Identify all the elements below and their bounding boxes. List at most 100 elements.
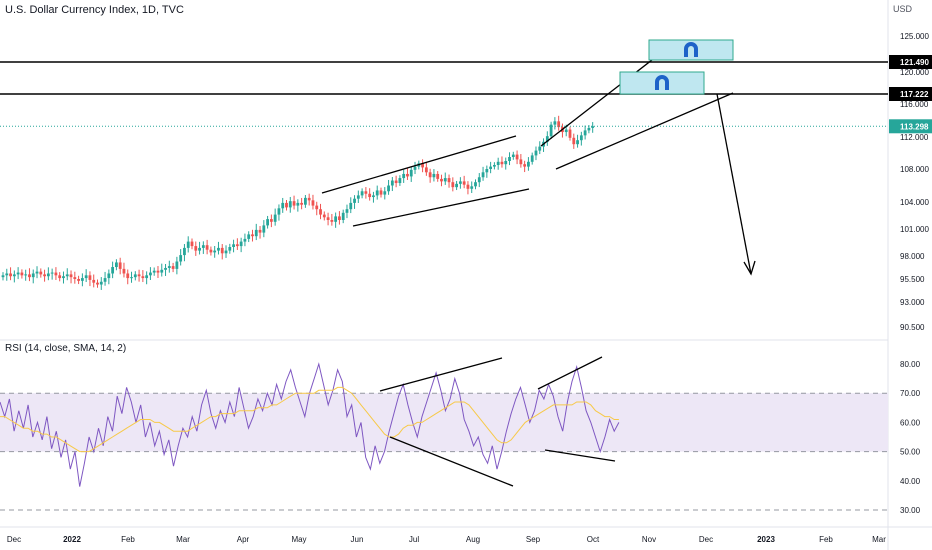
candle-body <box>273 214 277 222</box>
candle-body <box>413 166 417 170</box>
candle-body <box>24 274 28 276</box>
candle-body <box>534 150 538 156</box>
candle-body <box>338 216 341 220</box>
candle-body <box>564 129 568 133</box>
candle-body <box>20 272 24 276</box>
candle-body <box>31 273 35 278</box>
candle-body <box>572 137 576 145</box>
candle-body <box>409 169 413 177</box>
candle-body <box>175 261 179 269</box>
candle-body <box>258 229 262 233</box>
candle-body <box>447 178 451 183</box>
time-tick-label: May <box>291 535 306 544</box>
candle-body <box>527 161 530 167</box>
candle-body <box>35 271 39 274</box>
wedge-upper <box>540 45 671 147</box>
candle-body <box>591 126 595 128</box>
candle-body <box>304 197 307 205</box>
candle-body <box>224 250 228 254</box>
candle-body <box>390 180 394 186</box>
candle-body <box>285 202 288 208</box>
candle-body <box>421 163 424 168</box>
candle-body <box>251 234 254 237</box>
price-badge-label: 121.490 <box>900 58 929 67</box>
candle-body <box>179 255 183 262</box>
time-tick-label: Oct <box>587 535 600 544</box>
candle-body <box>9 273 12 277</box>
candle-body <box>345 209 349 213</box>
candle-body <box>254 229 258 237</box>
candle-body <box>500 161 504 165</box>
candle-body <box>511 154 515 157</box>
candle-body <box>39 271 43 275</box>
candle-body <box>383 191 387 195</box>
time-tick-label: Sep <box>526 535 541 544</box>
candle-body <box>436 173 440 179</box>
candle-body <box>508 157 511 161</box>
candle-body <box>28 274 31 278</box>
price-axis[interactable]: 125.000 120.000 116.000 112.000 108.000 104.0… <box>889 32 932 515</box>
candle-body <box>126 273 130 279</box>
candle-body <box>504 161 508 165</box>
candle-body <box>213 250 217 253</box>
candle-body <box>322 214 326 218</box>
candle-body <box>455 183 458 188</box>
candle-body <box>65 274 69 277</box>
rsi-ma-line <box>0 386 619 453</box>
price-tick-label: 104.000 <box>900 198 929 207</box>
candle-body <box>288 201 292 208</box>
currency-label: USD <box>892 4 912 14</box>
candle-body <box>470 186 474 189</box>
candle-body <box>50 272 54 274</box>
candle-body <box>160 269 164 273</box>
projection-arrow-head <box>743 260 756 276</box>
candle-body <box>217 247 220 251</box>
price-tick-label: 116.000 <box>900 100 929 109</box>
candle-body <box>440 178 443 182</box>
candle-body <box>54 272 58 276</box>
candle-body <box>80 278 84 281</box>
candle-body <box>149 272 152 276</box>
candle-body <box>296 202 300 206</box>
candle-body <box>92 279 96 283</box>
candle-body <box>77 279 80 281</box>
time-tick-label: Dec <box>699 535 713 544</box>
candle-body <box>424 167 428 173</box>
candle-body <box>307 197 311 201</box>
rsi-div-1-top <box>379 357 503 392</box>
candle-body <box>118 262 122 269</box>
candle-body <box>88 275 92 280</box>
candle-body <box>583 130 587 136</box>
time-tick-label: Mar <box>176 535 190 544</box>
rsi-tick-label: 60.00 <box>900 418 921 427</box>
price-badge-label: 113.298 <box>900 122 929 131</box>
time-axis[interactable]: Dec 2022 Feb Mar Apr May Jun Jul Aug Sep Oct Nov Dec… <box>7 535 886 544</box>
time-tick-label: Aug <box>466 535 480 544</box>
channel-1-upper <box>321 135 517 194</box>
candle-body <box>311 200 315 206</box>
time-tick-label: Jun <box>351 535 364 544</box>
rsi-band-fill <box>0 393 888 452</box>
price-tick-label: 90.500 <box>900 323 925 332</box>
time-tick-label: Feb <box>121 535 135 544</box>
price-tick-label: 98.000 <box>900 252 925 261</box>
candle-body <box>43 274 46 277</box>
candle-body <box>164 267 167 270</box>
candle-body <box>576 140 579 145</box>
candle-body <box>73 277 77 279</box>
candle-body <box>458 181 462 184</box>
candle-body <box>156 270 160 273</box>
candle-body <box>368 193 372 198</box>
rsi-layer <box>0 356 620 487</box>
candle-body <box>5 273 9 276</box>
candle-body <box>247 234 251 239</box>
rsi-tick-label: 70.00 <box>900 389 921 398</box>
candle-body <box>115 262 118 268</box>
candle-body <box>171 266 175 269</box>
candle-body <box>152 270 156 273</box>
candle-body <box>262 225 266 233</box>
drawings-layer <box>0 39 888 276</box>
rsi-div-2-bottom <box>544 449 616 462</box>
candle-body <box>402 173 406 179</box>
candle-body <box>96 282 99 285</box>
